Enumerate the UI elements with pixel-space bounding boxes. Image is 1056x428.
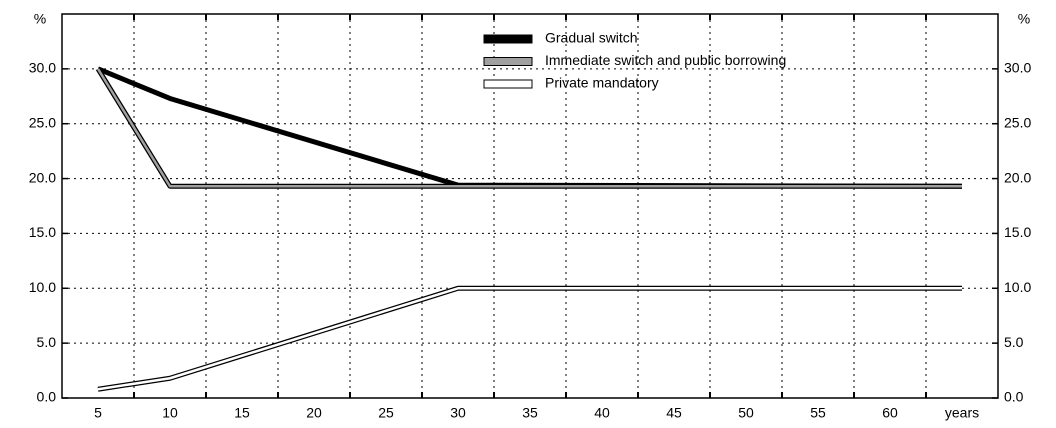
y2-tick-label: 5.0 (1004, 334, 1024, 350)
y-tick-label: 15.0 (29, 224, 56, 240)
x-tick-label: 30 (450, 405, 466, 421)
x-tick-label: 10 (162, 405, 178, 421)
x-tick-label: 20 (306, 405, 322, 421)
x-tick-label: 50 (738, 405, 754, 421)
y2-axis-label: % (1018, 11, 1030, 27)
plot-frame (61, 13, 999, 399)
x-tick-label: 35 (522, 405, 538, 421)
series-line-outline (97, 285, 962, 392)
x-tick-label: 45 (666, 405, 682, 421)
y2-tick-label: 10.0 (1004, 279, 1031, 295)
y-tick-label: 20.0 (29, 169, 56, 185)
x-tick-label: 5 (94, 405, 102, 421)
y-tick-label: 0.0 (37, 389, 57, 405)
series-line (97, 287, 962, 391)
x-tick-label: 25 (378, 405, 394, 421)
x-tick-label: 15 (234, 405, 250, 421)
series-line (96, 68, 962, 188)
legend-swatch (483, 79, 533, 89)
y2-tick-label: 20.0 (1004, 169, 1031, 185)
legend-label: Immediate switch and public borrowing (545, 52, 786, 68)
x-tick-label: years (945, 405, 979, 421)
legend-label: Gradual switch (545, 30, 638, 46)
y2-tick-label: 0.0 (1004, 389, 1024, 405)
y-axis-label: % (34, 11, 46, 27)
legend-label: Private mandatory (545, 75, 659, 91)
y-tick-label: 25.0 (29, 114, 56, 130)
legend-swatch (483, 34, 533, 44)
y2-tick-label: 15.0 (1004, 224, 1031, 240)
y2-tick-label: 25.0 (1004, 114, 1031, 130)
y-tick-label: 5.0 (37, 334, 57, 350)
x-tick-label: 60 (882, 405, 898, 421)
x-tick-label: 55 (810, 405, 826, 421)
y-tick-label: 10.0 (29, 279, 56, 295)
y-tick-label: 30.0 (29, 60, 56, 76)
y2-tick-label: 30.0 (1004, 60, 1031, 76)
x-tick-label: 40 (594, 405, 610, 421)
legend-swatch (483, 57, 533, 66)
